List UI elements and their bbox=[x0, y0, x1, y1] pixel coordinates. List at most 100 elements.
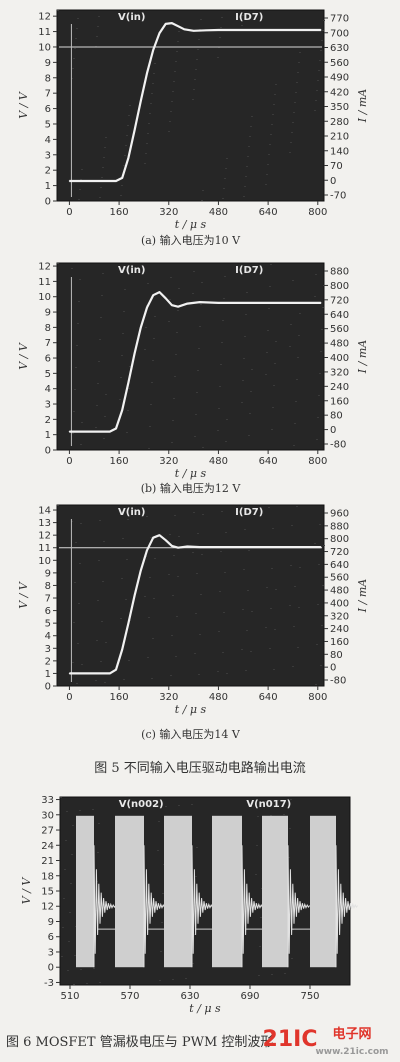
y-tick-label: 0 bbox=[45, 197, 51, 208]
noise-speck bbox=[72, 662, 74, 663]
noise-speck bbox=[79, 279, 81, 280]
noise-speck bbox=[72, 433, 74, 434]
series-header-right: I(D7) bbox=[235, 12, 263, 23]
y-tick-label: 5 bbox=[45, 369, 51, 380]
noise-speck bbox=[104, 147, 106, 148]
y2-tick-label: -80 bbox=[330, 440, 346, 451]
noise-speck bbox=[175, 656, 177, 657]
y2-tick-label: 720 bbox=[330, 295, 349, 306]
y-tick-label: 8 bbox=[45, 323, 51, 334]
y2-tick-label: -80 bbox=[330, 676, 346, 687]
noise-speck bbox=[97, 383, 99, 384]
noise-speck bbox=[200, 594, 202, 595]
noise-speck bbox=[147, 657, 149, 658]
noise-speck bbox=[220, 27, 222, 28]
noise-speck bbox=[175, 61, 177, 62]
series-point bbox=[115, 669, 117, 671]
y2-tick-label: 320 bbox=[330, 611, 349, 622]
noise-speck bbox=[171, 101, 173, 102]
noise-speck bbox=[222, 198, 224, 199]
noise-speck bbox=[316, 90, 318, 91]
noise-speck bbox=[151, 382, 153, 383]
noise-speck bbox=[277, 800, 279, 801]
y2-tick-label: 640 bbox=[330, 560, 349, 571]
noise-speck bbox=[74, 582, 76, 583]
series-line bbox=[69, 534, 321, 675]
noise-speck bbox=[72, 825, 74, 826]
noise-speck bbox=[251, 116, 253, 117]
series-point bbox=[134, 352, 136, 355]
noise-speck bbox=[226, 419, 228, 420]
noise-speck bbox=[217, 57, 219, 58]
noise-speck bbox=[248, 435, 250, 436]
noise-speck bbox=[318, 70, 320, 71]
noise-speck bbox=[105, 137, 107, 138]
noise-speck bbox=[249, 413, 251, 414]
noise-speck bbox=[197, 49, 199, 50]
noise-speck bbox=[221, 17, 223, 18]
noise-speck bbox=[171, 635, 173, 636]
noise-speck bbox=[222, 652, 224, 653]
noise-speck bbox=[127, 410, 129, 411]
noise-speck bbox=[121, 355, 123, 356]
noise-speck bbox=[103, 541, 105, 542]
noise-speck bbox=[153, 338, 155, 339]
noise-speck bbox=[93, 968, 95, 969]
y-tick-label: 7 bbox=[45, 594, 51, 605]
series-point bbox=[205, 29, 207, 31]
noise-speck bbox=[268, 507, 270, 508]
noise-speck bbox=[271, 124, 273, 125]
y2-tick-label: 800 bbox=[330, 281, 349, 292]
noise-speck bbox=[259, 946, 261, 947]
noise-speck bbox=[66, 811, 68, 812]
y2-tick-label: 960 bbox=[330, 509, 349, 520]
x-tick-label: 480 bbox=[209, 207, 228, 218]
y2-tick-label: 0 bbox=[330, 176, 336, 187]
noise-speck bbox=[270, 134, 272, 135]
series-point bbox=[165, 539, 167, 541]
noise-speck bbox=[77, 643, 79, 644]
series-point bbox=[267, 29, 269, 31]
y-tick-label: 3 bbox=[45, 644, 51, 655]
noise-speck bbox=[150, 103, 152, 104]
y2-tick-label: 160 bbox=[330, 396, 349, 407]
noise-speck bbox=[251, 611, 253, 612]
series-header-left: V(in) bbox=[118, 265, 145, 276]
y2-tick-label: 350 bbox=[330, 102, 349, 113]
watermark-label: 电子网 bbox=[332, 1026, 371, 1042]
series-point bbox=[158, 32, 161, 34]
series-point bbox=[134, 594, 136, 597]
x-tick-label: 320 bbox=[159, 207, 178, 218]
noise-speck bbox=[290, 565, 292, 566]
noise-speck bbox=[223, 298, 225, 299]
noise-speck bbox=[291, 132, 293, 133]
x-tick-label: 480 bbox=[209, 692, 228, 703]
x-tick-label: 630 bbox=[180, 991, 199, 1002]
y2-tick-label: 640 bbox=[330, 310, 349, 321]
noise-speck bbox=[103, 438, 105, 439]
noise-speck bbox=[178, 31, 180, 32]
noise-speck bbox=[98, 361, 100, 362]
noise-speck bbox=[119, 14, 121, 15]
y-tick-label: 10 bbox=[38, 42, 51, 53]
noise-speck bbox=[320, 351, 322, 352]
noise-speck bbox=[195, 876, 197, 877]
noise-speck bbox=[241, 402, 243, 403]
noise-speck bbox=[97, 852, 99, 853]
noise-speck bbox=[78, 603, 80, 604]
noise-speck bbox=[176, 332, 178, 333]
noise-speck bbox=[123, 165, 125, 166]
noise-speck bbox=[317, 604, 319, 605]
noise-speck bbox=[273, 104, 275, 105]
noise-speck bbox=[73, 622, 75, 623]
noise-speck bbox=[102, 581, 104, 582]
x-tick-label: 160 bbox=[110, 207, 129, 218]
noise-speck bbox=[148, 617, 150, 618]
y2-tick-label: 0 bbox=[330, 425, 336, 436]
noise-speck bbox=[295, 401, 297, 402]
noise-speck bbox=[293, 900, 295, 901]
series-point bbox=[134, 129, 136, 131]
noise-speck bbox=[284, 973, 286, 974]
noise-speck bbox=[196, 847, 198, 848]
noise-speck bbox=[144, 163, 146, 164]
